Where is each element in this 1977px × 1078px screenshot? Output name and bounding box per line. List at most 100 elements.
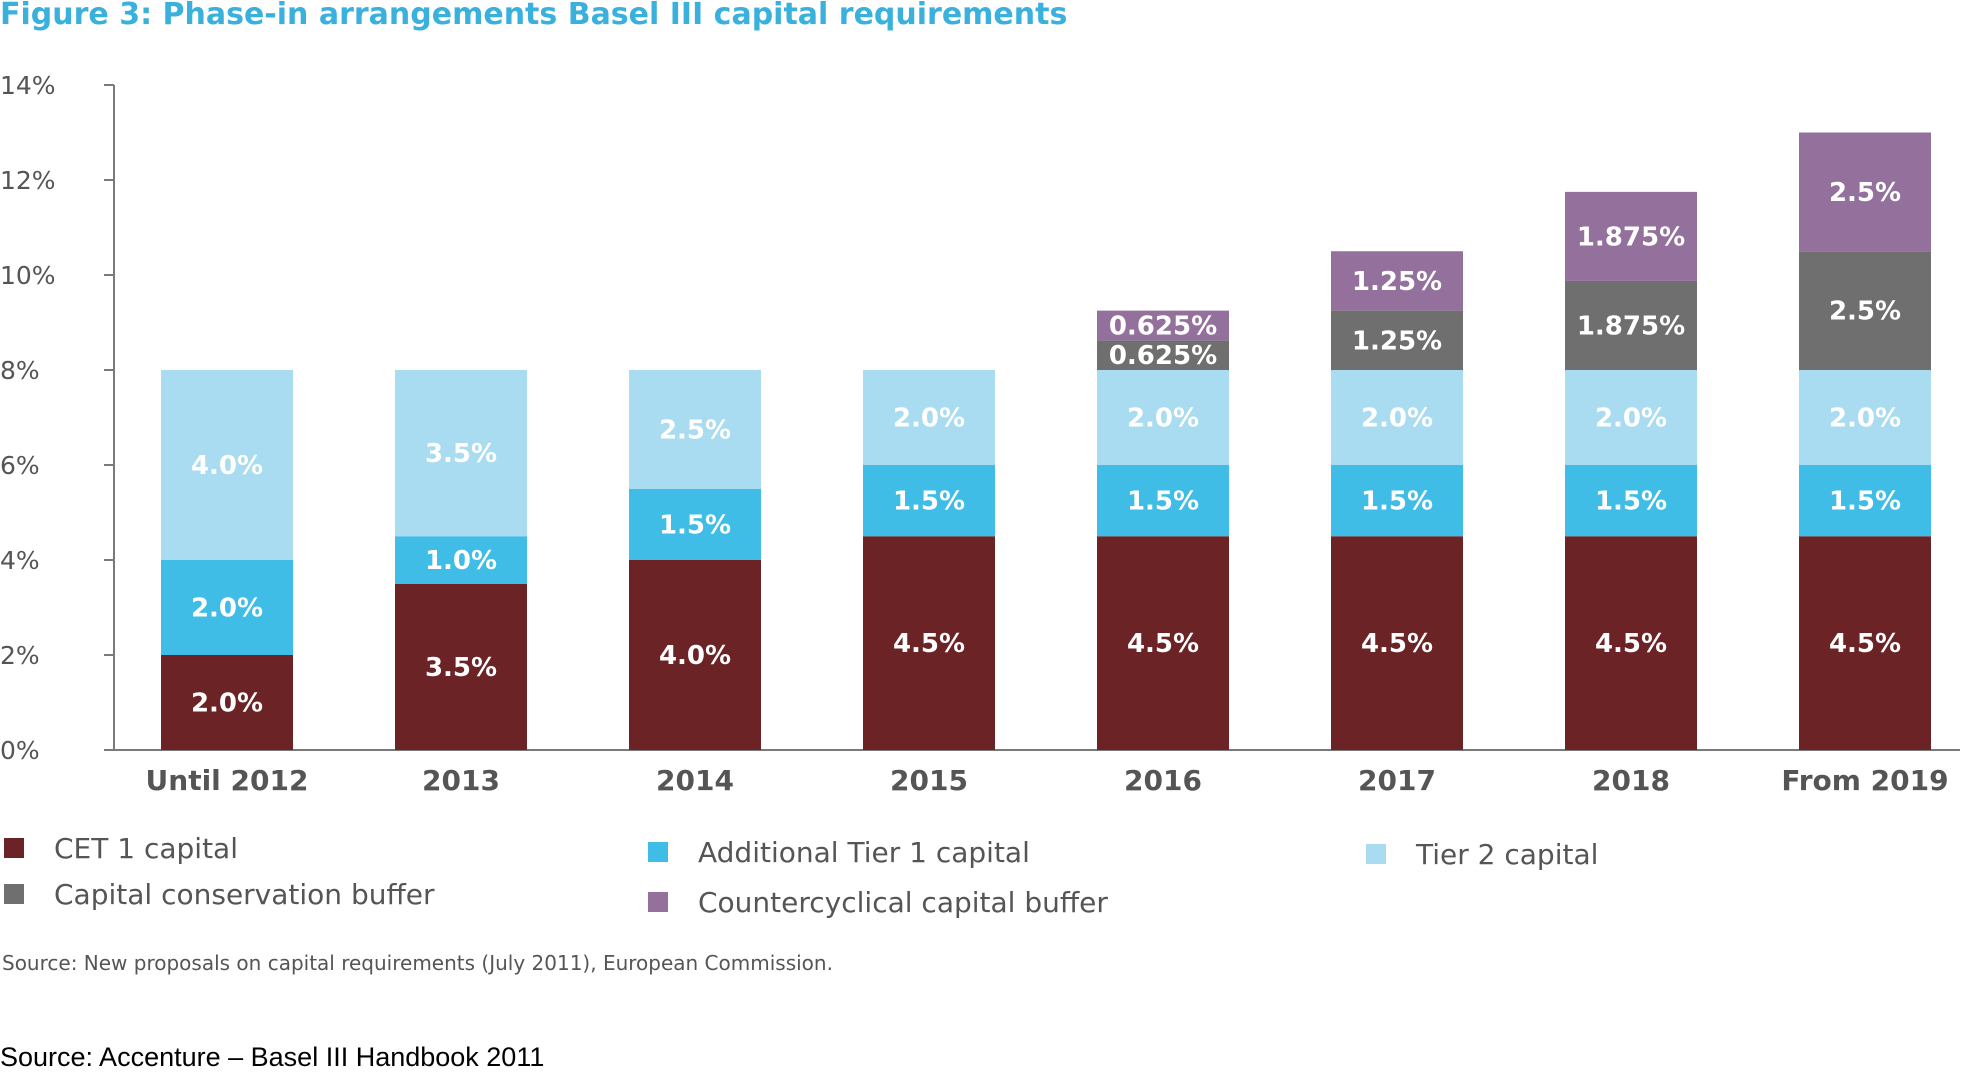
data-label: 0.625% — [1109, 311, 1217, 341]
bar-segment — [1799, 132, 1931, 252]
legend-swatch — [648, 892, 668, 912]
bar-segment — [161, 370, 293, 560]
x-tick-label: 2017 — [1358, 764, 1436, 797]
bar-segment — [863, 370, 995, 465]
legend-item: Capital conservation buffer — [4, 878, 435, 911]
legend-item: CET 1 capital — [4, 832, 238, 865]
bar-segment — [629, 560, 761, 750]
bar-group: 4.5% 1.5% 2.0% 0.625%0.625% — [1097, 310, 1229, 750]
data-label: 4.0% — [191, 451, 263, 481]
x-tick-label: From 2019 — [1781, 764, 1948, 797]
chart-source-note: Source: New proposals on capital require… — [2, 951, 833, 975]
bar-segment — [1331, 465, 1463, 537]
chart-bars: 2.0% 2.0% 4.0% Until 2012 3.5% 1.0% 3.5% 2013 4.… — [146, 132, 1949, 797]
bar-segment — [1565, 280, 1697, 370]
data-label: 4.5% — [893, 629, 965, 659]
bar-segment — [629, 488, 761, 560]
data-label: 1.5% — [893, 487, 965, 517]
y-tick-label: 10% — [0, 261, 56, 290]
data-label: 4.5% — [1127, 629, 1199, 659]
legend-swatch — [1366, 844, 1386, 864]
legend-label: Additional Tier 1 capital — [698, 836, 1030, 869]
bar-segment — [1799, 370, 1931, 465]
x-tick-label: 2015 — [890, 764, 968, 797]
data-label: 2.5% — [659, 415, 731, 445]
y-tick-label: 8% — [0, 356, 40, 385]
data-label: 2.0% — [191, 689, 263, 719]
data-label: 4.5% — [1829, 629, 1901, 659]
data-label: 3.5% — [425, 653, 497, 683]
bar-segment — [1331, 310, 1463, 370]
data-label: 2.5% — [1829, 297, 1901, 327]
bar-segment — [1097, 465, 1229, 537]
chart-title: Figure 3: Phase-in arrangements Basel II… — [0, 0, 1067, 32]
data-label: 4.5% — [1361, 629, 1433, 659]
data-label: 1.5% — [1127, 487, 1199, 517]
bar-segment — [1565, 465, 1697, 537]
y-tick-label: 4% — [0, 546, 40, 575]
y-tick-label: 0% — [0, 736, 40, 765]
legend-label: CET 1 capital — [54, 832, 238, 865]
data-label: 4.0% — [659, 641, 731, 671]
bar-segment — [1799, 465, 1931, 537]
bar-segment — [1097, 310, 1229, 341]
bar-segment — [1331, 370, 1463, 465]
data-label: 1.25% — [1352, 326, 1442, 356]
bar-group: 4.0% 1.5% 2.5% — [629, 370, 761, 750]
bar-segment — [1799, 536, 1931, 750]
bar-segment — [1331, 251, 1463, 311]
data-label: 4.5% — [1595, 629, 1667, 659]
bar-segment — [1097, 536, 1229, 750]
bar-group: 4.5% 1.5% 2.0% — [863, 370, 995, 750]
y-tick-label: 6% — [0, 451, 40, 480]
data-label: 2.0% — [1127, 404, 1199, 434]
data-label: 2.0% — [1361, 404, 1433, 434]
bar-segment — [629, 370, 761, 489]
bar-group: 4.5% 1.5% 2.0% 1.875% 1.875% — [1565, 191, 1697, 750]
bar-segment — [395, 536, 527, 584]
bar-group: 4.5% 1.5% 2.0% 2.5% 2.5% — [1799, 132, 1931, 750]
footer-source: Source: Accenture – Basel III Handbook 2… — [0, 1042, 544, 1072]
data-label: 2.0% — [1829, 404, 1901, 434]
y-tick-label: 2% — [0, 641, 40, 670]
data-label: 1.0% — [425, 546, 497, 576]
x-tick-label: 2016 — [1124, 764, 1202, 797]
bar-segment — [395, 583, 527, 750]
x-tick-label: Until 2012 — [146, 764, 309, 797]
data-label: 2.5% — [1829, 178, 1901, 208]
legend-label: Countercyclical capital buffer — [698, 886, 1108, 919]
legend-swatch — [648, 842, 668, 862]
data-label: 1.25% — [1352, 267, 1442, 297]
y-tick-label: 12% — [0, 166, 56, 195]
legend-label: Tier 2 capital — [1415, 838, 1598, 871]
bar-segment — [1331, 536, 1463, 750]
bar-segment — [863, 465, 995, 537]
bar-group: 3.5% 1.0% 3.5% — [395, 370, 527, 750]
chart-legend: CET 1 capital Additional Tier 1 capital Ti… — [4, 832, 1598, 919]
legend-swatch — [4, 838, 24, 858]
data-label: 1.5% — [1829, 487, 1901, 517]
data-label: 1.875% — [1577, 222, 1685, 252]
bar-segment — [1097, 370, 1229, 465]
legend-item: Countercyclical capital buffer — [648, 886, 1108, 919]
bar-segment — [161, 655, 293, 750]
bar-segment — [161, 560, 293, 655]
bar-segment — [1565, 191, 1697, 281]
x-tick-label: 2013 — [422, 764, 500, 797]
legend-item: Additional Tier 1 capital — [648, 836, 1030, 869]
data-label: 2.0% — [1595, 404, 1667, 434]
bar-segment — [1799, 251, 1931, 370]
bar-segment — [1565, 536, 1697, 750]
data-label: 1.875% — [1577, 311, 1685, 341]
legend-swatch — [4, 884, 24, 904]
data-label: 1.5% — [1361, 487, 1433, 517]
bar-segment — [395, 370, 527, 537]
x-tick-label: 2014 — [656, 764, 734, 797]
legend-label: Capital conservation buffer — [54, 878, 435, 911]
bar-segment — [1097, 340, 1229, 370]
x-tick-label: 2018 — [1592, 764, 1670, 797]
data-label: 0.625% — [1109, 341, 1217, 371]
data-label: 2.0% — [893, 404, 965, 434]
bar-group: 4.5% 1.5% 2.0% 1.25% 1.25% — [1331, 251, 1463, 750]
